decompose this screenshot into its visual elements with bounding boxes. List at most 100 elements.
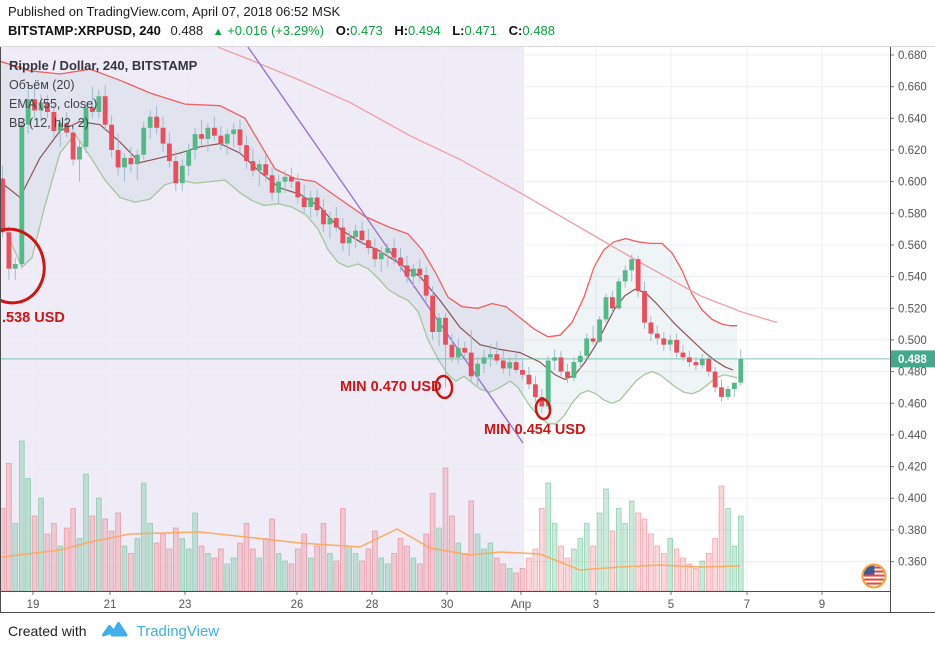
candle-body bbox=[693, 362, 699, 366]
volume-bar bbox=[551, 523, 558, 592]
candle-body bbox=[57, 123, 63, 131]
candle-body bbox=[411, 268, 416, 277]
created-with-label: Created with bbox=[8, 623, 87, 639]
volume-bar bbox=[712, 538, 718, 592]
volume-bar bbox=[140, 482, 147, 592]
volume-bar bbox=[449, 515, 455, 592]
volume-bar bbox=[250, 548, 256, 592]
volume-bar bbox=[416, 563, 423, 592]
candle-body bbox=[256, 164, 262, 171]
candle-body bbox=[353, 230, 358, 237]
time-axis-bg[interactable] bbox=[0, 592, 890, 613]
candle-body bbox=[314, 197, 320, 211]
volume-bar bbox=[83, 473, 89, 592]
price-axis-label: 0.620 bbox=[898, 145, 927, 157]
volume-bar bbox=[51, 523, 57, 592]
candle-body bbox=[147, 116, 153, 128]
us-flag-icon[interactable] bbox=[861, 563, 887, 589]
candle-body bbox=[385, 248, 391, 253]
candle-body bbox=[12, 264, 18, 269]
volume-bar bbox=[230, 557, 237, 592]
price-axis-label: 0.560 bbox=[898, 240, 927, 252]
candle-body bbox=[430, 295, 435, 332]
annotation-text[interactable]: MIN 0.470 USD bbox=[340, 379, 442, 395]
candle-body bbox=[610, 297, 615, 309]
candle-body bbox=[134, 154, 140, 165]
volume-bar bbox=[25, 478, 31, 592]
volume-bar bbox=[294, 548, 301, 592]
candle-body bbox=[122, 157, 127, 168]
low-value: 0.471 bbox=[464, 23, 498, 38]
candle-body bbox=[443, 317, 448, 345]
annotation-text[interactable]: .538 USD bbox=[2, 310, 65, 326]
price-axis-label: 0.440 bbox=[898, 430, 927, 442]
flag-stripe bbox=[863, 582, 885, 585]
candle-body bbox=[6, 232, 12, 269]
tradingview-logo-icon[interactable] bbox=[101, 620, 129, 643]
volume-bar bbox=[121, 545, 128, 592]
annotation-text[interactable]: MIN 0.454 USD bbox=[484, 422, 586, 438]
volume-bar bbox=[333, 560, 340, 592]
volume-bar bbox=[359, 560, 365, 592]
candle-body bbox=[231, 129, 236, 135]
close-label: C: bbox=[508, 23, 523, 38]
candle-body bbox=[404, 265, 410, 277]
volume-bar bbox=[339, 508, 346, 592]
volume-bar bbox=[243, 523, 250, 592]
annotation-circle[interactable] bbox=[434, 374, 454, 400]
open-label: O: bbox=[335, 23, 351, 38]
volume-bar bbox=[731, 545, 738, 592]
volume-bar bbox=[628, 500, 635, 592]
candle-body bbox=[526, 374, 532, 385]
candle-body bbox=[507, 362, 513, 369]
candle-body bbox=[19, 124, 25, 264]
annotation-circle[interactable] bbox=[0, 223, 51, 309]
candle-body bbox=[436, 317, 442, 332]
candle-body bbox=[391, 248, 397, 258]
annotation-circle[interactable] bbox=[534, 397, 552, 421]
chart-header: Published on TradingView.com, April 07, … bbox=[0, 0, 935, 46]
volume-bar bbox=[160, 533, 166, 592]
volume-bar bbox=[89, 515, 96, 592]
candle-body bbox=[565, 371, 570, 378]
candle-body bbox=[417, 268, 423, 275]
price-change: +0.016 (+3.29%) bbox=[227, 23, 325, 38]
volume-bar bbox=[307, 557, 314, 592]
volume-bar bbox=[320, 523, 327, 592]
candle-body bbox=[192, 134, 198, 150]
candle-body bbox=[687, 357, 692, 363]
candle-body bbox=[51, 112, 57, 131]
candle-body bbox=[642, 290, 647, 323]
candle-body bbox=[333, 218, 339, 228]
candle-body bbox=[481, 357, 487, 364]
candle-body bbox=[372, 248, 378, 260]
volume-bar bbox=[442, 467, 449, 592]
volume-bar bbox=[654, 545, 661, 592]
price-axis[interactable]: 0.680 0.660 0.640 0.620 0.600 0.580 0.560 0.540… bbox=[890, 50, 935, 569]
candle-body bbox=[455, 347, 461, 358]
volume-bar bbox=[705, 553, 712, 592]
candle-body bbox=[494, 354, 500, 361]
volume-bar bbox=[217, 548, 224, 592]
candle-body bbox=[83, 107, 89, 147]
flag-stripe bbox=[863, 574, 885, 577]
volume-bar bbox=[198, 545, 205, 592]
price-axis-bg[interactable] bbox=[891, 46, 935, 612]
tradingview-link[interactable]: TradingView bbox=[136, 622, 220, 640]
volume-bar bbox=[641, 518, 648, 592]
candle-body bbox=[732, 382, 737, 389]
volume-bar bbox=[461, 553, 468, 592]
candle-body bbox=[590, 338, 596, 342]
volume-bar bbox=[6, 463, 12, 592]
volume-bar bbox=[365, 548, 372, 592]
candle-body bbox=[115, 150, 121, 168]
volume-bar bbox=[661, 553, 667, 592]
volume-bar bbox=[680, 557, 686, 592]
symbol-line: BITSTAMP:XRPUSD, 240 0.488 ▲ +0.016 (+3.… bbox=[8, 21, 935, 42]
candle-body bbox=[141, 127, 147, 155]
volume-bar bbox=[397, 538, 404, 592]
open-value: 0.473 bbox=[350, 23, 383, 38]
price-axis-label: 0.600 bbox=[898, 177, 927, 189]
candle-body bbox=[25, 99, 31, 125]
